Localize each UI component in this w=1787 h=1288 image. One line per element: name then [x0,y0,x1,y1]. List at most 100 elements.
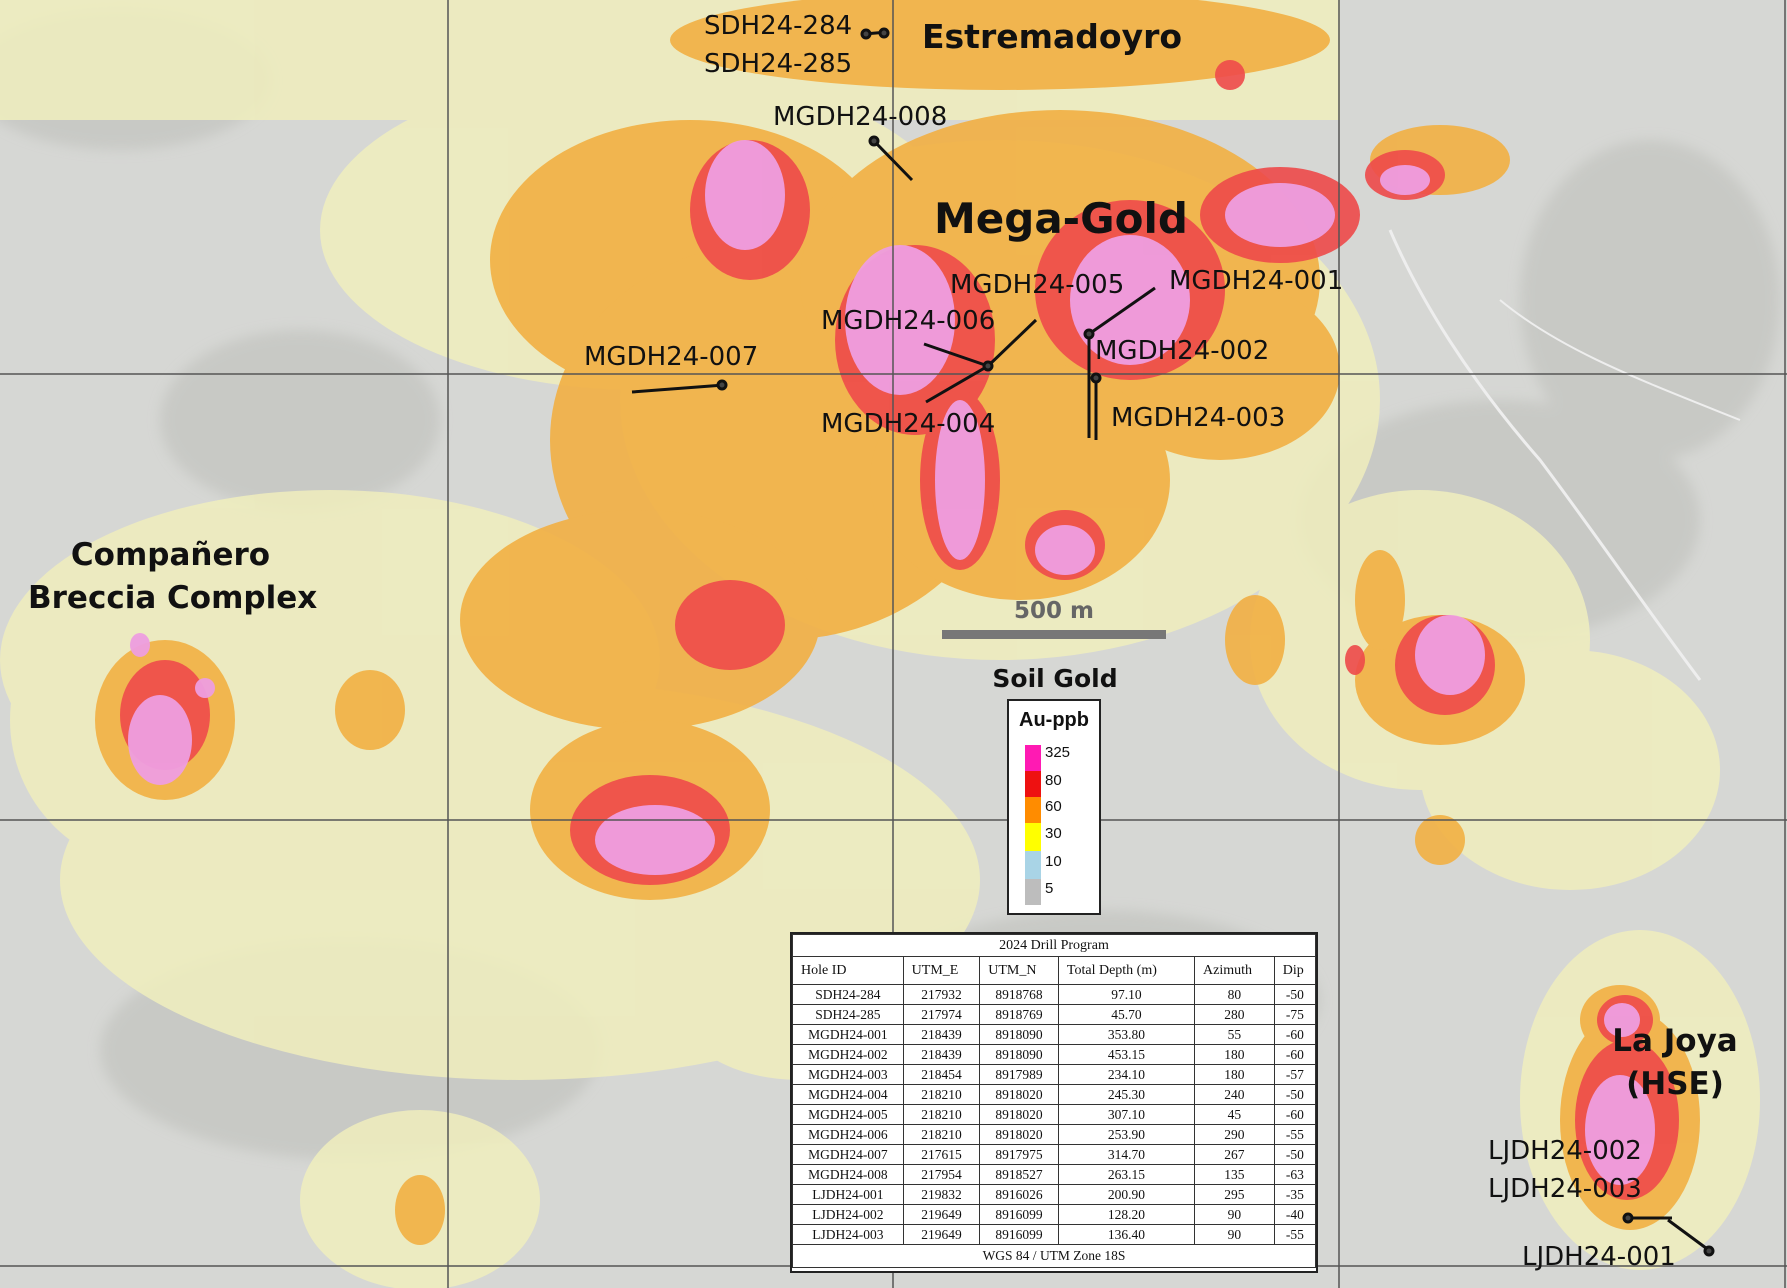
table-cell: 8918020 [979,1124,1059,1145]
table-cell: 217974 [902,1004,981,1025]
table-cell: -57 [1273,1064,1317,1085]
table-cell: 263.15 [1057,1164,1196,1185]
table-cell: 290 [1194,1124,1275,1145]
drill-trace-mgdh007 [631,383,725,394]
legend-swatch-5 [1025,879,1041,905]
table-cell: 218454 [902,1064,981,1085]
table-row: LJDH24-001 219832 8916026 200.90 295 -35 [792,1184,1317,1205]
table-cell: 280 [1194,1004,1275,1025]
table-cell: -40 [1273,1204,1317,1225]
drill-label-mgdh001[interactable]: MGDH24-001 [1169,266,1344,296]
drill-trace-mgdh001 [1088,286,1156,336]
table-cell: 128.20 [1057,1204,1196,1225]
table-cell: 8917989 [979,1064,1059,1085]
column-header: UTM_E [902,956,981,985]
drill-label-mgdh006[interactable]: MGDH24-006 [821,306,996,336]
table-cell: 8916026 [979,1184,1059,1205]
table-cell: 8918020 [979,1104,1059,1125]
table-cell: MGDH24-004 [792,1084,904,1105]
collar-mgdh007 [716,379,728,391]
column-header: Dip [1273,956,1317,985]
drill-label-mgdh003[interactable]: MGDH24-003 [1111,403,1286,433]
table-cell: 219649 [902,1224,981,1245]
table-cell: MGDH24-002 [792,1044,904,1065]
legend-swatch-30 [1025,823,1041,851]
drill-traces [631,27,1715,1257]
table-cell: -50 [1273,984,1317,1005]
column-header: Azimuth [1194,956,1275,985]
table-cell: 267 [1194,1144,1275,1165]
drill-label-ljdh002[interactable]: LJDH24-002 [1488,1136,1642,1166]
table-cell: 8918769 [979,1004,1059,1025]
table-cell: 353.80 [1057,1024,1196,1045]
legend-label: 60 [1045,798,1062,815]
drill-label-mgdh002[interactable]: MGDH24-002 [1095,336,1270,366]
table-cell: 8918768 [979,984,1059,1005]
table-cell: 218210 [902,1084,981,1105]
drill-label-mgdh008[interactable]: MGDH24-008 [773,102,948,132]
table-cell: -60 [1273,1104,1317,1125]
scale-bar-label: 500 m [1014,598,1094,624]
drill-label-ljdh001[interactable]: LJDH24-001 [1522,1242,1676,1272]
drill-trace-mgdh006 [923,342,989,368]
collar-mgdh008 [868,135,880,147]
soil-anomaly-very-high [128,140,1655,1185]
table-row: SDH24-284 217932 8918768 97.10 80 -50 [792,984,1317,1005]
drill-label-sdh284[interactable]: SDH24-284 [704,11,853,41]
table-cell: 218439 [902,1024,981,1045]
table-cell: LJDH24-003 [792,1224,904,1245]
drill-trace-mgdh008 [872,139,914,182]
area-label-estremadoyro: Estremadoyro [922,17,1183,56]
table-cell: SDH24-284 [792,984,904,1005]
collar-sdh284 [860,28,872,40]
column-header: UTM_N [979,956,1059,985]
legend-label: 5 [1045,880,1054,897]
drill-label-mgdh005[interactable]: MGDH24-005 [950,270,1125,300]
table-cell: 218210 [902,1124,981,1145]
drill-label-mgdh004[interactable]: MGDH24-004 [821,409,996,439]
table-cell: 200.90 [1057,1184,1196,1205]
table-row: MGDH24-007 217615 8917975 314.70 267 -50 [792,1144,1317,1165]
collar-ljdh001 [1703,1245,1715,1257]
drill-trace-mgdh005 [986,318,1038,368]
collar-ljdh002-003 [1622,1212,1634,1224]
area-label-la-joya: La Joya (HSE) [1595,1020,1755,1107]
table-cell: 8918090 [979,1024,1059,1045]
table-cell: 314.70 [1057,1144,1196,1165]
table-footer: WGS 84 / UTM Zone 18S [792,1244,1316,1268]
drill-trace-ljdh001 [1667,1218,1711,1253]
table-row: MGDH24-006 218210 8918020 253.90 290 -55 [792,1124,1317,1145]
table-cell: 180 [1194,1044,1275,1065]
drill-label-mgdh007[interactable]: MGDH24-007 [584,342,759,372]
legend-label: 80 [1045,772,1062,789]
table-title: 2024 Drill Program [792,934,1316,957]
table-cell: 8916099 [979,1224,1059,1245]
table-cell: 80 [1194,984,1275,1005]
drill-program-table: 2024 Drill Program Hole ID UTM_E UTM_N T… [790,932,1318,1273]
table-row: LJDH24-002 219649 8916099 128.20 90 -40 [792,1204,1317,1225]
area-label-mega-gold: Mega-Gold [934,194,1188,243]
table-cell: -60 [1273,1024,1317,1045]
collar-mgdh003 [1090,372,1102,384]
table-cell: MGDH24-005 [792,1104,904,1125]
table-cell: 45 [1194,1104,1275,1125]
drill-label-ljdh003[interactable]: LJDH24-003 [1488,1174,1642,1204]
table-cell: 245.30 [1057,1084,1196,1105]
table-cell: 219649 [902,1204,981,1225]
table-row: LJDH24-003 219649 8916099 136.40 90 -55 [792,1224,1317,1245]
table-cell: MGDH24-008 [792,1164,904,1185]
legend-label: 325 [1045,744,1071,761]
table-cell: -50 [1273,1144,1317,1165]
table-body: SDH24-284 217932 8918768 97.10 80 -50 SDH24-28… [792,984,1317,1245]
table-cell: -55 [1273,1224,1317,1245]
table-cell: 135 [1194,1164,1275,1185]
table-cell: SDH24-285 [792,1004,904,1025]
table-row: MGDH24-004 218210 8918020 245.30 240 -50 [792,1084,1317,1105]
legend-swatch-80 [1025,771,1041,797]
collar-mgdh001-002 [1083,328,1095,340]
table-cell: 217954 [902,1164,981,1185]
table-cell: -50 [1273,1084,1317,1105]
table-cell: -63 [1273,1164,1317,1185]
drill-label-sdh285[interactable]: SDH24-285 [704,49,853,79]
